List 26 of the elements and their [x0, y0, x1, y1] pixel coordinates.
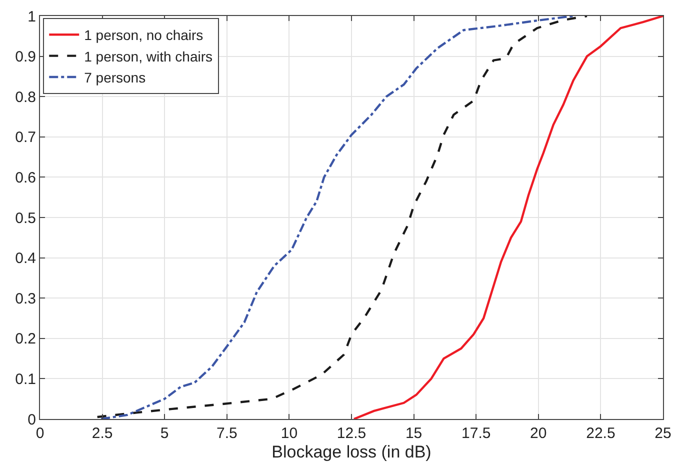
legend-label: 1 person, no chairs	[84, 27, 204, 44]
x-tick-label: 17.5	[462, 425, 491, 442]
x-tick-label: 12.5	[336, 425, 366, 442]
x-tick-label: 5	[160, 425, 169, 442]
y-tick-label: 1	[28, 8, 36, 26]
x-tick-label: 7.5	[216, 425, 238, 442]
y-tick-label: 0.9	[15, 48, 36, 66]
y-tick-label: 0	[28, 411, 36, 428]
x-tick-label: 2.5	[92, 425, 113, 442]
x-tick-label: 10	[280, 425, 298, 442]
x-axis-title: Blockage loss (in dB)	[272, 442, 432, 462]
legend-label: 1 person, with chairs	[84, 48, 213, 64]
y-tick-label: 0.6	[15, 169, 36, 186]
legend-label: 7 persons	[84, 69, 146, 86]
line-series	[352, 16, 663, 419]
y-tick-label: 0.8	[15, 88, 36, 106]
y-tick-label: 0.4	[15, 250, 36, 268]
y-tick-label: 0.1	[15, 370, 36, 388]
y-tick-label: 0.2	[15, 330, 36, 348]
x-tick-label: 20	[530, 425, 547, 442]
y-tick-label: 0.7	[15, 129, 36, 146]
x-tick-label: 15	[405, 425, 422, 442]
x-tick-label: 25	[654, 425, 672, 442]
x-tick-label: 22.5	[586, 425, 616, 442]
y-tick-label: 0.5	[15, 210, 36, 227]
y-tick-label: 0.3	[15, 290, 36, 308]
